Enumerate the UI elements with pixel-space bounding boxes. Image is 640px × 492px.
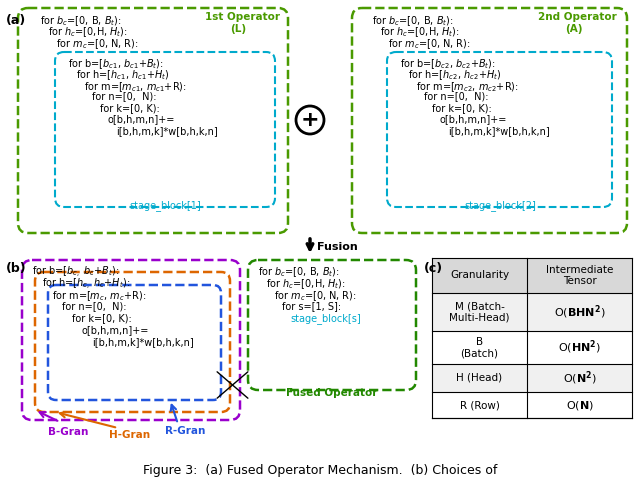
Text: for $m_c$=[0, N, R):: for $m_c$=[0, N, R): bbox=[56, 37, 139, 51]
Text: B-Gran: B-Gran bbox=[48, 427, 88, 437]
Text: o[b,h,m,n]+=: o[b,h,m,n]+= bbox=[108, 115, 175, 124]
Text: for $h_c$=[0,H, $H_t$):: for $h_c$=[0,H, $H_t$): bbox=[380, 26, 460, 39]
Text: o[b,h,m,n]+=: o[b,h,m,n]+= bbox=[440, 115, 508, 124]
Text: for $b_c$=[0, B, $B_t$):: for $b_c$=[0, B, $B_t$): bbox=[258, 265, 340, 279]
Text: R-Gran: R-Gran bbox=[165, 426, 205, 436]
Text: for $b_c$=[0, B, $B_t$):: for $b_c$=[0, B, $B_t$): bbox=[40, 14, 122, 28]
Text: for k=[0, K):: for k=[0, K): bbox=[72, 313, 132, 323]
Text: i[b,h,m,k]*w[b,h,k,n]: i[b,h,m,k]*w[b,h,k,n] bbox=[116, 126, 218, 136]
Text: for n=[0,  N):: for n=[0, N): bbox=[62, 301, 127, 311]
Text: +: + bbox=[301, 110, 319, 130]
Text: i[b,h,m,k]*w[b,h,k,n]: i[b,h,m,k]*w[b,h,k,n] bbox=[92, 337, 194, 347]
Text: (A): (A) bbox=[565, 24, 582, 34]
Text: for n=[0,  N):: for n=[0, N): bbox=[92, 92, 157, 101]
Text: Intermediate
Tensor: Intermediate Tensor bbox=[546, 265, 613, 286]
Text: Fusion: Fusion bbox=[317, 242, 358, 252]
Text: for h=[$h_{c1}$, $h_{c1}$+$H_t$): for h=[$h_{c1}$, $h_{c1}$+$H_t$) bbox=[76, 68, 170, 82]
Text: for m=[$m_{c1}$, $m_{c1}$+R):: for m=[$m_{c1}$, $m_{c1}$+R): bbox=[84, 80, 187, 94]
Text: o[b,h,m,n]+=: o[b,h,m,n]+= bbox=[82, 325, 149, 335]
Text: for h=[$h_{c,}$ $h_c$+$H_t$):: for h=[$h_{c,}$ $h_c$+$H_t$): bbox=[42, 277, 130, 292]
Text: for $m_c$=[0, N, R):: for $m_c$=[0, N, R): bbox=[388, 37, 470, 51]
Text: for k=[0, K):: for k=[0, K): bbox=[432, 103, 492, 113]
Text: Figure 3:  (a) Fused Operator Mechanism.  (b) Choices of: Figure 3: (a) Fused Operator Mechanism. … bbox=[143, 464, 497, 477]
Text: (L): (L) bbox=[230, 24, 246, 34]
Text: (a): (a) bbox=[6, 14, 26, 27]
Text: for m=[$m_{c2}$, $m_{c2}$+R):: for m=[$m_{c2}$, $m_{c2}$+R): bbox=[416, 80, 519, 94]
Text: for s=[1, S]:: for s=[1, S]: bbox=[282, 301, 341, 311]
Text: M (Batch-
Multi-Head): M (Batch- Multi-Head) bbox=[449, 301, 509, 323]
Text: Granularity: Granularity bbox=[450, 271, 509, 280]
Text: H (Head): H (Head) bbox=[456, 373, 502, 383]
Text: R (Row): R (Row) bbox=[460, 400, 499, 410]
Text: for b=[$b_{c1}$, $b_{c1}$+$B_t$):: for b=[$b_{c1}$, $b_{c1}$+$B_t$): bbox=[68, 57, 164, 71]
Text: i[b,h,m,k]*w[b,h,k,n]: i[b,h,m,k]*w[b,h,k,n] bbox=[448, 126, 550, 136]
Text: O($\mathbf{N}$): O($\mathbf{N}$) bbox=[566, 399, 593, 411]
Text: for b=[$b_{c,}$ $b_c$+$B_t$):: for b=[$b_{c,}$ $b_c$+$B_t$): bbox=[32, 265, 120, 280]
Bar bbox=[432, 258, 632, 293]
Text: for $m_c$=[0, N, R):: for $m_c$=[0, N, R): bbox=[274, 289, 356, 303]
Text: (b): (b) bbox=[6, 262, 27, 275]
Text: O($\mathbf{BHN^2}$): O($\mathbf{BHN^2}$) bbox=[554, 303, 605, 321]
Text: stage_block[1]: stage_block[1] bbox=[129, 200, 201, 211]
Text: 1st Operator: 1st Operator bbox=[205, 12, 280, 22]
Text: 2nd Operator: 2nd Operator bbox=[538, 12, 617, 22]
Text: O($\mathbf{HN^2}$): O($\mathbf{HN^2}$) bbox=[558, 338, 601, 356]
Text: for n=[0,  N):: for n=[0, N): bbox=[424, 92, 488, 101]
Text: for b=[$b_{c2}$, $b_{c2}$+$B_t$):: for b=[$b_{c2}$, $b_{c2}$+$B_t$): bbox=[400, 57, 496, 71]
Text: for m=[$m_c$, $m_c$+R):: for m=[$m_c$, $m_c$+R): bbox=[52, 289, 146, 303]
Bar bbox=[432, 364, 632, 392]
Bar bbox=[432, 293, 632, 331]
Text: H-Gran: H-Gran bbox=[109, 430, 150, 440]
Text: for $h_c$=[0,H, $H_t$):: for $h_c$=[0,H, $H_t$): bbox=[266, 277, 346, 291]
Text: (c): (c) bbox=[424, 262, 443, 275]
Text: Fused Operator: Fused Operator bbox=[286, 388, 378, 398]
Text: stage_block[s]: stage_block[s] bbox=[290, 313, 361, 324]
Text: for $h_c$=[0,H, $H_t$):: for $h_c$=[0,H, $H_t$): bbox=[48, 26, 128, 39]
Text: B
(Batch): B (Batch) bbox=[461, 337, 499, 358]
Text: stage_block[2]: stage_block[2] bbox=[464, 200, 536, 211]
Bar bbox=[432, 331, 632, 364]
Text: for $b_c$=[0, B, $B_t$):: for $b_c$=[0, B, $B_t$): bbox=[372, 14, 454, 28]
Text: for k=[0, K):: for k=[0, K): bbox=[100, 103, 160, 113]
Text: for h=[$h_{c2}$, $h_{c2}$+$H_t$): for h=[$h_{c2}$, $h_{c2}$+$H_t$) bbox=[408, 68, 501, 82]
Bar bbox=[432, 392, 632, 418]
Text: O($\mathbf{N^2}$): O($\mathbf{N^2}$) bbox=[563, 369, 596, 387]
